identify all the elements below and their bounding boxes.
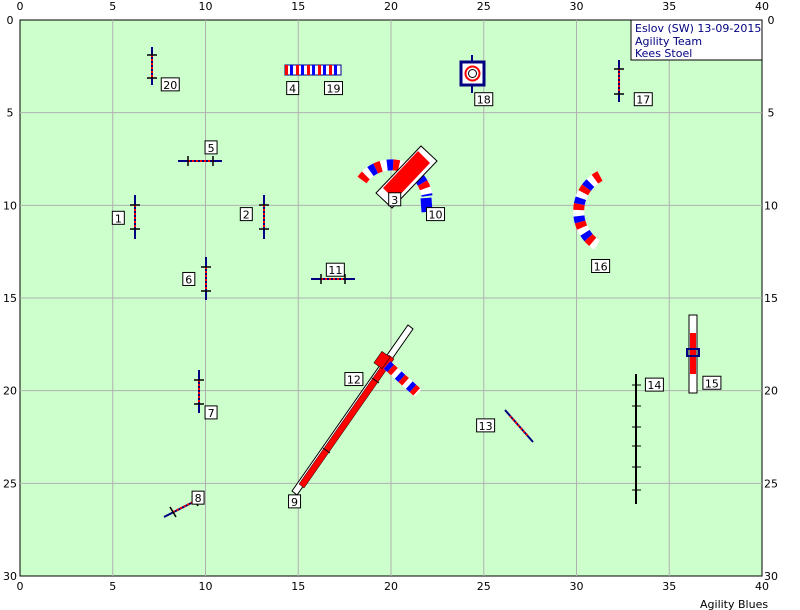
x-tick-top: 40 xyxy=(755,0,769,13)
jump-17[interactable] xyxy=(614,60,624,102)
x-tick-bottom: 30 xyxy=(570,580,584,593)
x-tick-bottom: 35 xyxy=(662,580,676,593)
svg-text:4: 4 xyxy=(289,83,296,96)
svg-text:5: 5 xyxy=(208,142,215,155)
svg-text:11: 11 xyxy=(328,264,342,277)
obstacle-label-16: 16 xyxy=(591,258,611,273)
svg-text:13: 13 xyxy=(479,420,493,433)
obstacle-label-7: 7 xyxy=(204,405,218,420)
obstacle-label-1: 1 xyxy=(111,210,125,225)
y-tick-right: 15 xyxy=(764,292,778,305)
x-tick-bottom: 10 xyxy=(199,580,213,593)
y-tick-right: 5 xyxy=(768,107,775,120)
svg-text:8: 8 xyxy=(195,492,202,505)
obstacle-label-13: 13 xyxy=(476,418,496,433)
obstacle-label-8: 8 xyxy=(191,490,205,505)
svg-text:3: 3 xyxy=(391,194,398,207)
info-box: Eslov (SW) 13-09-2015 Agility Team Kees … xyxy=(630,19,763,61)
svg-text:15: 15 xyxy=(705,377,719,390)
jump-1[interactable] xyxy=(130,195,140,239)
tunnel-short[interactable] xyxy=(383,361,422,397)
jump-11[interactable] xyxy=(311,274,355,284)
svg-text:18: 18 xyxy=(477,94,491,107)
y-tick-left: 5 xyxy=(7,107,14,120)
jump-20[interactable] xyxy=(147,47,157,85)
weave-4-19[interactable] xyxy=(284,64,342,76)
obstacle-label-2: 2 xyxy=(239,207,253,222)
svg-text:12: 12 xyxy=(347,374,361,387)
obstacle-label-15: 15 xyxy=(702,375,722,390)
svg-text:16: 16 xyxy=(594,260,608,273)
y-tick-right: 25 xyxy=(764,477,778,490)
seesaw-12[interactable] xyxy=(373,351,391,369)
x-tick-bottom: 20 xyxy=(384,580,398,593)
svg-text:20: 20 xyxy=(163,79,177,92)
y-tick-right: 20 xyxy=(764,385,778,398)
svg-text:1: 1 xyxy=(115,212,122,225)
x-tick-top: 0 xyxy=(17,0,24,13)
jump-6[interactable] xyxy=(201,257,211,300)
y-tick-right: 30 xyxy=(764,570,778,583)
x-tick-top: 10 xyxy=(199,0,213,13)
jump-2[interactable] xyxy=(259,195,269,239)
obstacle-label-18: 18 xyxy=(474,92,494,107)
x-tick-top: 20 xyxy=(384,0,398,13)
obstacle-label-6: 6 xyxy=(182,271,196,286)
svg-text:17: 17 xyxy=(636,94,650,107)
y-tick-right: 0 xyxy=(768,14,775,27)
obstacle-label-11: 11 xyxy=(325,262,345,277)
y-tick-left: 10 xyxy=(3,199,17,212)
svg-text:14: 14 xyxy=(647,379,661,392)
info-line-3: Kees Stoel xyxy=(635,47,692,60)
svg-text:6: 6 xyxy=(185,273,192,286)
x-tick-top: 5 xyxy=(109,0,116,13)
x-tick-top: 15 xyxy=(291,0,305,13)
weave-14[interactable] xyxy=(632,374,641,504)
obstacle-label-14: 14 xyxy=(644,377,664,392)
obstacle-label-20: 20 xyxy=(160,77,180,92)
info-line-2: Agility Team xyxy=(635,35,702,48)
jump-5[interactable] xyxy=(178,156,222,166)
table-18[interactable] xyxy=(459,55,486,93)
svg-text:19: 19 xyxy=(326,83,340,96)
x-tick-top: 25 xyxy=(477,0,491,13)
svg-text:7: 7 xyxy=(208,407,215,420)
svg-text:10: 10 xyxy=(429,209,443,222)
svg-text:9: 9 xyxy=(291,496,298,509)
x-tick-top: 30 xyxy=(570,0,584,13)
svg-text:2: 2 xyxy=(243,209,250,222)
x-tick-bottom: 15 xyxy=(291,580,305,593)
jump-13[interactable] xyxy=(504,409,534,443)
y-tick-right: 10 xyxy=(764,199,778,212)
obstacle-label-10: 10 xyxy=(426,207,446,222)
obstacle-label-5: 5 xyxy=(204,140,218,155)
x-tick-bottom: 40 xyxy=(755,580,769,593)
obstacle-label-9: 9 xyxy=(288,494,302,509)
x-tick-bottom: 5 xyxy=(109,580,116,593)
info-line-1: Eslov (SW) 13-09-2015 xyxy=(635,22,761,35)
x-tick-bottom: 25 xyxy=(477,580,491,593)
obstacle-label-19: 19 xyxy=(323,81,343,96)
tunnel-16[interactable] xyxy=(573,171,603,250)
x-tick-top: 35 xyxy=(662,0,676,13)
obstacle-label-4: 4 xyxy=(286,81,300,96)
obstacle-label-3: 3 xyxy=(388,192,402,207)
y-tick-left: 30 xyxy=(3,570,17,583)
y-tick-left: 20 xyxy=(3,385,17,398)
obstacle-label-12: 12 xyxy=(344,372,364,387)
tyre-15[interactable] xyxy=(686,314,700,394)
y-tick-left: 15 xyxy=(3,292,17,305)
jump-7[interactable] xyxy=(194,370,204,413)
y-tick-left: 0 xyxy=(7,14,14,27)
y-tick-left: 25 xyxy=(3,477,17,490)
obstacle-label-17: 17 xyxy=(633,92,653,107)
x-tick-bottom: 0 xyxy=(17,580,24,593)
footer-credit: Agility Blues xyxy=(700,598,768,610)
